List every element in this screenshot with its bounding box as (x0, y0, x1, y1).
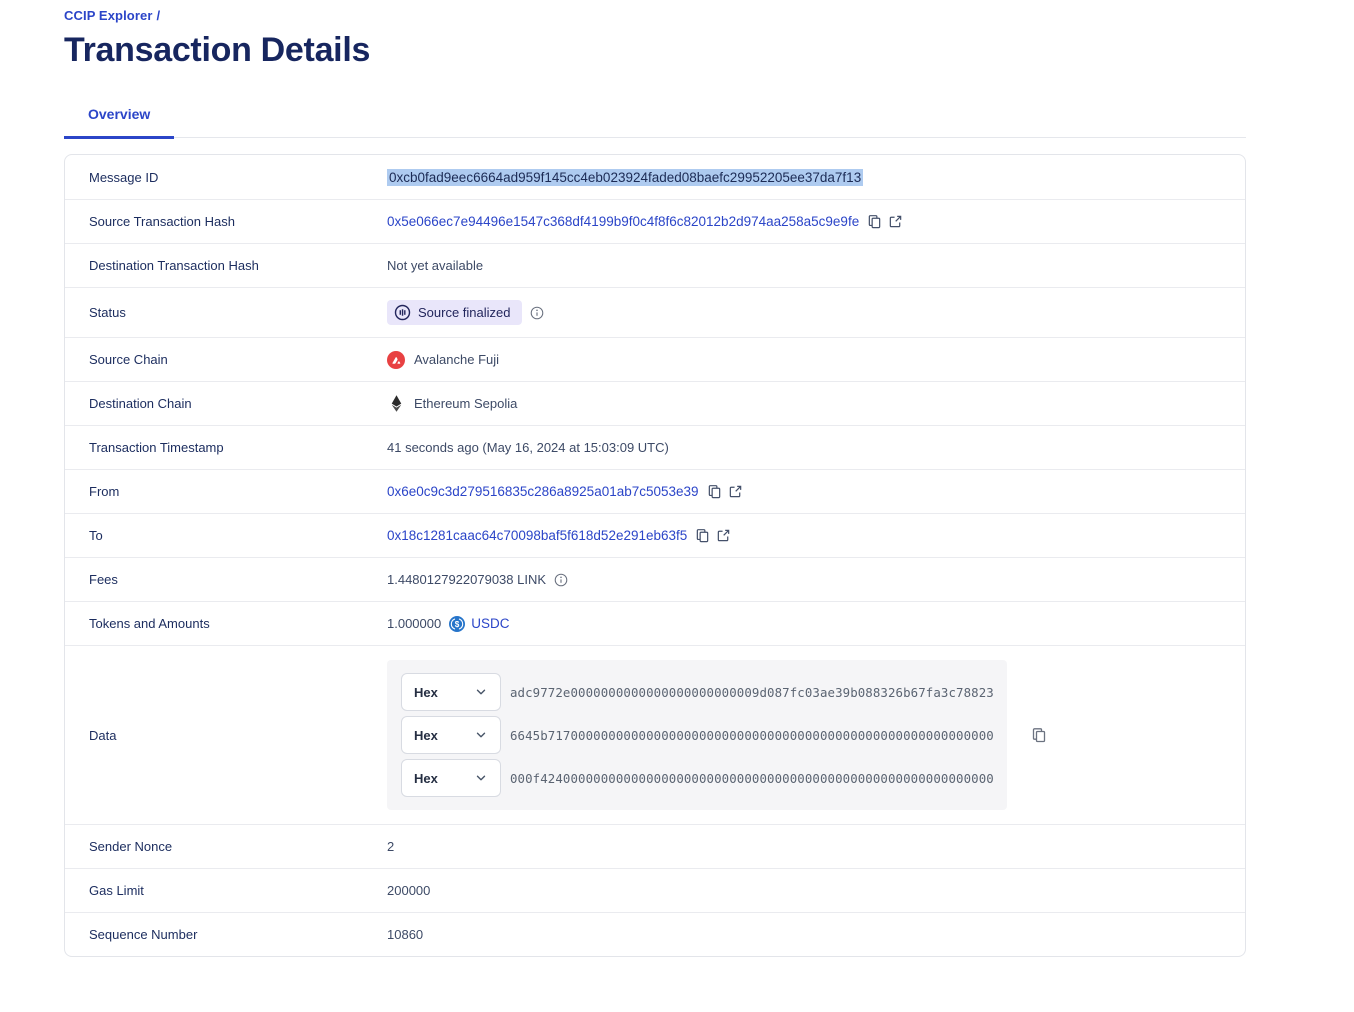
row-to: To 0x18c1281caac64c70098baf5f618d52e291e… (65, 513, 1245, 557)
sequence-number-value: 10860 (387, 927, 424, 942)
fees-label: Fees (89, 572, 118, 587)
usdc-token-link[interactable]: $ USDC (449, 615, 510, 632)
external-link-icon (716, 528, 731, 543)
copy-icon (867, 214, 882, 229)
dest-tx-hash-value: Not yet available (387, 258, 484, 273)
external-link-button[interactable] (888, 214, 903, 229)
status-progress-icon (394, 304, 411, 321)
row-fees: Fees 1.4480127922079038 LINK (65, 557, 1245, 601)
copy-button[interactable] (695, 528, 710, 543)
status-info-button[interactable] (530, 306, 544, 320)
data-line: Hex 6645b7170000000000000000000000000000… (401, 716, 994, 754)
chevron-down-icon (474, 685, 488, 699)
from-address-link[interactable]: 0x6e0c9c3d279516835c286a8925a01ab7c5053e… (387, 484, 699, 499)
usdc-icon: $ (449, 615, 466, 632)
external-link-button[interactable] (728, 484, 743, 499)
source-tx-hash-label: Source Transaction Hash (89, 214, 235, 229)
row-sender-nonce: Sender Nonce 2 (65, 824, 1245, 868)
copy-icon (695, 528, 710, 543)
row-source-chain: Source Chain Avalanche Fuji (65, 337, 1245, 381)
timestamp-label: Transaction Timestamp (89, 440, 224, 455)
sequence-number-label: Sequence Number (89, 927, 198, 942)
hex-format-value: Hex (414, 770, 438, 786)
source-tx-hash-link[interactable]: 0x5e066ec7e94496e1547c368df4199b9f0c4f8f… (387, 214, 860, 229)
external-link-icon (728, 484, 743, 499)
ethereum-icon (387, 395, 405, 412)
gas-limit-label: Gas Limit (89, 883, 144, 898)
row-source-tx-hash: Source Transaction Hash 0x5e066ec7e94496… (65, 199, 1245, 243)
gas-limit-value: 200000 (387, 883, 431, 898)
data-hex-value: 6645b71700000000000000000000000000000000… (510, 727, 994, 743)
tokens-amounts-label: Tokens and Amounts (89, 616, 210, 631)
chevron-down-icon (474, 728, 488, 742)
copy-icon (1031, 727, 1047, 743)
data-copy-button[interactable] (1031, 727, 1047, 743)
row-status: Status Source finalized (65, 287, 1245, 337)
message-id-label: Message ID (89, 169, 159, 185)
data-label: Data (89, 727, 117, 743)
data-hex-value: 000f424000000000000000000000000000000000… (510, 770, 994, 786)
tab-bar: Overview (64, 106, 1246, 139)
hex-format-select[interactable]: Hex (401, 759, 501, 797)
sender-nonce-label: Sender Nonce (89, 839, 173, 854)
dest-tx-hash-label: Destination Transaction Hash (89, 258, 259, 273)
tab-overview[interactable]: Overview (64, 106, 175, 139)
status-badge-text: Source finalized (418, 305, 511, 320)
row-tokens-amounts: Tokens and Amounts 1.000000 $ USDC (65, 601, 1245, 645)
timestamp-value: 41 seconds ago (May 16, 2024 at 15:03:09… (387, 440, 669, 455)
hex-format-select[interactable]: Hex (401, 673, 501, 711)
external-link-button[interactable] (716, 528, 731, 543)
to-address-link[interactable]: 0x18c1281caac64c70098baf5f618d52e291eb63… (387, 528, 688, 543)
sender-nonce-value: 2 (387, 839, 395, 854)
fees-info-button[interactable] (554, 573, 568, 587)
dest-chain-name: Ethereum Sepolia (414, 396, 518, 411)
to-label: To (89, 528, 103, 543)
source-chain-label: Source Chain (89, 352, 168, 367)
row-gas-limit: Gas Limit 200000 (65, 868, 1245, 912)
page-title: Transaction Details (64, 31, 371, 69)
token-amount-value: 1.000000 (387, 616, 442, 631)
source-chain-name: Avalanche Fuji (414, 352, 500, 367)
data-line: Hex adc9772e0000000000000000000000009d08… (401, 673, 994, 711)
copy-button[interactable] (867, 214, 882, 229)
message-id-value: 0xcb0fad9eec6664ad959f145cc4eb023924fade… (387, 168, 864, 186)
info-icon (554, 573, 568, 587)
row-sequence-number: Sequence Number 10860 (65, 912, 1245, 956)
chevron-down-icon (474, 771, 488, 785)
transaction-details-card: Message ID 0xcb0fad9eec6664ad959f145cc4e… (64, 154, 1246, 957)
row-message-id: Message ID 0xcb0fad9eec6664ad959f145cc4e… (65, 155, 1245, 199)
row-dest-tx-hash: Destination Transaction Hash Not yet ava… (65, 243, 1245, 287)
breadcrumb-link-ccip-explorer[interactable]: CCIP Explorer (64, 8, 153, 23)
hex-format-value: Hex (414, 684, 438, 700)
copy-icon (707, 484, 722, 499)
breadcrumb: CCIP Explorer / (64, 8, 1246, 23)
data-hex-box: Hex adc9772e0000000000000000000000009d08… (387, 660, 1007, 810)
status-label: Status (89, 305, 126, 320)
hex-format-value: Hex (414, 727, 438, 743)
data-line: Hex 000f42400000000000000000000000000000… (401, 759, 994, 797)
copy-button[interactable] (707, 484, 722, 499)
status-badge: Source finalized (387, 300, 522, 325)
row-dest-chain: Destination Chain Ethereum Sepolia (65, 381, 1245, 425)
avalanche-icon (387, 350, 405, 369)
hex-format-select[interactable]: Hex (401, 716, 501, 754)
breadcrumb-separator: / (156, 8, 161, 23)
main-content: CCIP Explorer / Transaction Details Overv… (64, 0, 1246, 957)
row-timestamp: Transaction Timestamp 41 seconds ago (Ma… (65, 425, 1245, 469)
dest-chain-label: Destination Chain (89, 396, 192, 411)
fees-value: 1.4480127922079038 LINK (387, 572, 547, 587)
row-data: Data Hex adc9772e00000000000000000000000… (65, 645, 1245, 824)
row-from: From 0x6e0c9c3d279516835c286a8925a01ab7c… (65, 469, 1245, 513)
usdc-token-label: USDC (471, 616, 510, 631)
info-icon (530, 306, 544, 320)
external-link-icon (888, 214, 903, 229)
data-hex-value: adc9772e0000000000000000000000009d087fc0… (510, 684, 994, 700)
from-label: From (89, 484, 120, 499)
svg-text:$: $ (455, 619, 460, 628)
